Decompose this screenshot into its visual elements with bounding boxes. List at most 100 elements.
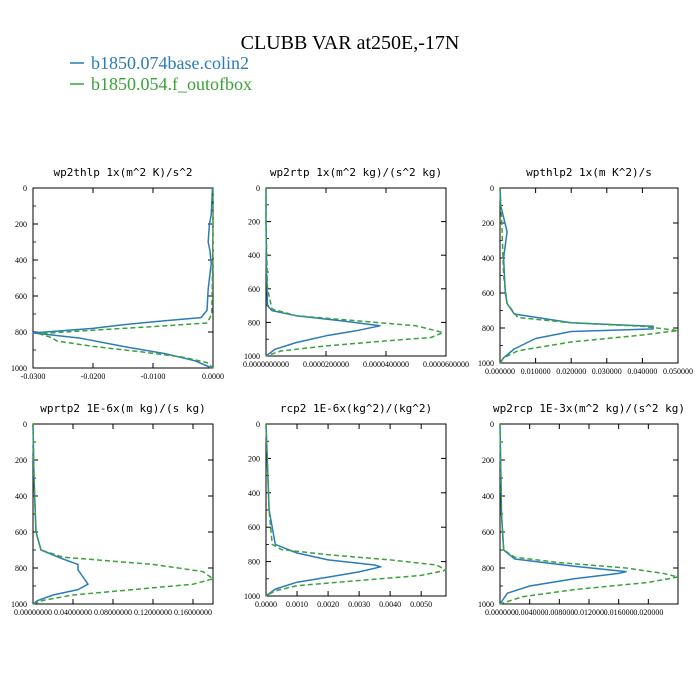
- x-tick-label: 0.0000: [202, 372, 224, 381]
- panel-6: wp2rcp 1E-3x(m^2 kg)/(s^2 kg) 0 200 400 600 8…: [478, 402, 685, 617]
- y-tick-label: 600: [15, 528, 27, 537]
- legend-label-base: b1850.074base.colin2: [91, 53, 249, 73]
- y-tick-label: 400: [15, 492, 27, 501]
- x-tick-label: 0.0000400000: [363, 360, 409, 369]
- x-tick-label: 0.0000600000: [423, 360, 469, 369]
- panels: wp2thlp 1x(m^2 K)/s^202004006008001000-0…: [11, 166, 693, 617]
- series-line-base: [32, 187, 214, 369]
- series-line-base: [499, 423, 627, 605]
- y-tick-label: 800: [248, 558, 260, 567]
- x-tick-label: 0.0030: [348, 600, 370, 609]
- y-tick-label: 600: [482, 528, 494, 537]
- y-tick-label: 600: [482, 289, 494, 298]
- legend-label-outofbox: b1850.054.f_outofbox: [91, 74, 252, 94]
- series-line-base: [499, 187, 654, 364]
- x-tick-label: 0.12000000: [134, 608, 172, 617]
- series-line-outofbox: [499, 187, 679, 364]
- y-tick-label: 600: [248, 523, 260, 532]
- y-tick-label: 400: [248, 251, 260, 260]
- plot-frame: [265, 423, 447, 597]
- y-tick-label: 1000: [244, 352, 260, 361]
- x-tick-label: 0.08000000: [94, 608, 132, 617]
- panel-5: rcp2 1E-6x(kg^2)/(kg^2) 0 200 400 600 800 1000…: [244, 402, 447, 609]
- series-line-outofbox: [499, 423, 679, 605]
- x-tick-label: 0.0000: [255, 600, 277, 609]
- x-tick-label: -0.0300: [21, 372, 46, 381]
- y-tick-label: 1000: [11, 364, 27, 373]
- legend: b1850.074base.colin2 b1850.054.f_outofbo…: [70, 53, 252, 94]
- panel-title: rcp2 1E-6x(kg^2)/(kg^2): [280, 402, 432, 415]
- series-line-outofbox: [265, 423, 447, 597]
- x-tick-label: 0.020000: [556, 367, 586, 376]
- x-tick-label: 0.050000: [663, 367, 693, 376]
- y-tick-label: 200: [15, 220, 27, 229]
- y-tick-label: 200: [248, 218, 260, 227]
- y-tick-label: 200: [482, 219, 494, 228]
- y-tick-label: 800: [248, 318, 260, 327]
- y-tick-label: 0: [23, 184, 27, 193]
- panel-2: wp2rtp 1x(m^2 kg)/(s^2 kg) 0 200 400 600 800 1…: [243, 166, 469, 369]
- x-tick-label: 0.0000000000: [243, 360, 289, 369]
- plot-frame: [499, 187, 679, 364]
- series-line-base: [265, 188, 381, 357]
- x-tick-label: 0.0000200000: [303, 360, 349, 369]
- panel-1: wp2thlp 1x(m^2 K)/s^202004006008001000-0…: [11, 166, 224, 381]
- figure-title: CLUBB VAR at250E,-17N: [241, 32, 460, 54]
- x-tick-label: 0.010000: [521, 367, 551, 376]
- x-tick-label: 0.0050: [410, 600, 432, 609]
- y-tick-label: 1000: [244, 592, 260, 601]
- x-tick-label: 0.0020: [317, 600, 339, 609]
- x-tick-label: 0.016000: [604, 608, 634, 617]
- x-tick-label: 0.004000: [515, 608, 545, 617]
- x-tick-label: -0.0200: [81, 372, 106, 381]
- panel-title: wp2rtp 1x(m^2 kg)/(s^2 kg): [270, 166, 442, 179]
- x-tick-label: 0.030000: [592, 367, 622, 376]
- y-tick-label: 0: [256, 184, 260, 193]
- y-tick-label: 0: [490, 420, 494, 429]
- series-line-outofbox: [32, 423, 214, 605]
- x-tick-label: -0.0100: [141, 372, 166, 381]
- x-tick-label: 0.00000000: [14, 608, 52, 617]
- x-tick-label: 0.0010: [286, 600, 308, 609]
- series-line-base: [265, 423, 382, 597]
- y-tick-label: 600: [248, 285, 260, 294]
- x-tick-label: 0.000000: [485, 367, 515, 376]
- plot-frame: [32, 187, 214, 369]
- x-tick-label: 0.012000: [574, 608, 604, 617]
- x-tick-label: 0.0040: [379, 600, 401, 609]
- y-tick-label: 1000: [478, 359, 494, 368]
- y-tick-label: 400: [15, 256, 27, 265]
- panel-title: wprtp2 1E-6x(m kg)/(s kg): [40, 402, 206, 415]
- x-tick-label: 0.16000000: [174, 608, 212, 617]
- y-tick-label: 1000: [478, 600, 494, 609]
- series-line-base: [32, 423, 89, 605]
- panel-title: wp2thlp 1x(m^2 K)/s^2: [53, 166, 192, 179]
- y-tick-label: 200: [248, 454, 260, 463]
- x-tick-label: 0.040000: [627, 367, 657, 376]
- x-tick-label: 0.020000: [633, 608, 663, 617]
- y-tick-label: 800: [15, 328, 27, 337]
- y-tick-label: 800: [482, 564, 494, 573]
- y-tick-label: 800: [15, 564, 27, 573]
- panel-4: wprtp2 1E-6x(m kg)/(s kg) 0 200 400 600 800 10…: [11, 402, 214, 617]
- panel-title: wpthlp2 1x(m K^2)/s: [526, 166, 652, 179]
- y-tick-label: 800: [482, 324, 494, 333]
- y-tick-label: 400: [482, 254, 494, 263]
- y-tick-label: 600: [15, 292, 27, 301]
- panel-title: wp2rcp 1E-3x(m^2 kg)/(s^2 kg): [493, 402, 685, 415]
- panel-3: wpthlp2 1x(m K^2)/s 0 200 400 600 800 10000.00…: [478, 166, 693, 376]
- series-line-outofbox: [265, 188, 444, 357]
- x-tick-label: 0.000000: [485, 608, 515, 617]
- x-tick-label: 0.008000: [544, 608, 574, 617]
- plot-frame: [32, 423, 214, 605]
- y-tick-label: 200: [482, 456, 494, 465]
- series-line-outofbox: [38, 188, 214, 369]
- y-tick-label: 200: [15, 456, 27, 465]
- y-tick-label: 400: [482, 492, 494, 501]
- y-tick-label: 0: [23, 420, 27, 429]
- y-tick-label: 400: [248, 489, 260, 498]
- y-tick-label: 0: [256, 420, 260, 429]
- x-tick-label: 0.04000000: [54, 608, 92, 617]
- y-tick-label: 1000: [11, 600, 27, 609]
